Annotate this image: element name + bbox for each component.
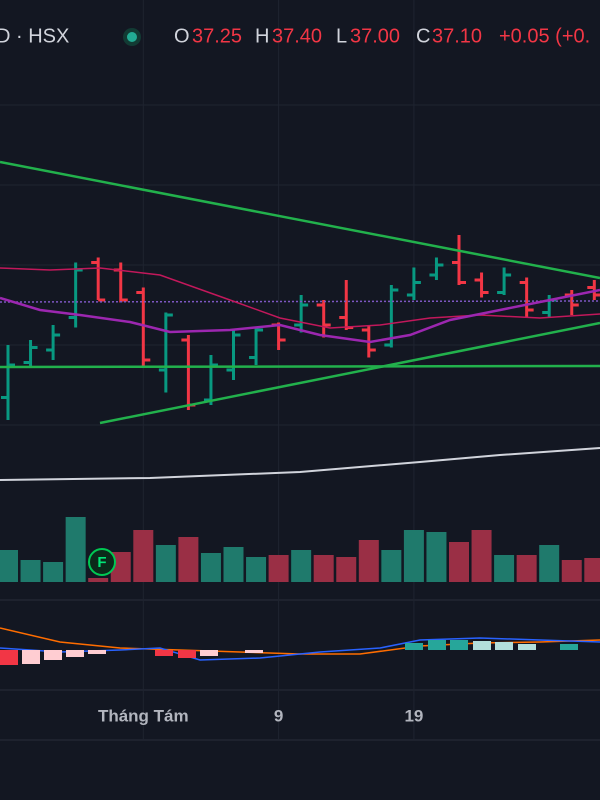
volume-bar (200, 553, 221, 582)
ma-purple (0, 288, 600, 344)
low-label: L (336, 25, 347, 47)
volume-bar (516, 555, 537, 582)
macd-bar (22, 650, 40, 664)
volume-bar (223, 547, 244, 582)
volume-bar (449, 542, 469, 582)
macd-bar (88, 650, 106, 654)
volume-bar (155, 545, 176, 582)
volume-bar (584, 558, 600, 582)
close-value: 37.10 (432, 25, 482, 47)
volume-bar (313, 555, 334, 582)
volume-bar (291, 550, 312, 582)
volume-bar (336, 557, 357, 582)
low-value: 37.00 (350, 25, 400, 47)
volume-bar (20, 560, 41, 582)
macd-bar (495, 642, 513, 650)
volume-bar (178, 537, 199, 582)
macd-bar (0, 650, 18, 665)
marker-label: F (97, 554, 106, 571)
level-line (0, 300, 600, 303)
macd-bar (245, 650, 263, 653)
volume-bar (0, 550, 18, 582)
macd-bar (155, 650, 173, 656)
trendline (0, 160, 600, 280)
volume-bar (471, 530, 492, 582)
macd-bar (473, 641, 491, 650)
high-label: H (255, 25, 269, 47)
volume-bar (494, 555, 515, 582)
volume-bar (133, 530, 154, 582)
open-label: O (174, 25, 190, 47)
macd-bar (66, 650, 84, 657)
trendline (99, 321, 600, 425)
support-line (0, 364, 600, 369)
volume-bar (426, 532, 447, 582)
long-ma (0, 447, 600, 481)
macd-bar (178, 650, 196, 658)
volume-bar (381, 550, 402, 582)
volume-bar (88, 578, 109, 582)
change: +0.05 (+0. (499, 25, 590, 47)
macd-bar (450, 640, 468, 650)
marks (0, 235, 600, 582)
marker-badge (88, 548, 116, 576)
macd-bar (428, 640, 446, 650)
ma-red (0, 267, 600, 329)
x-tick-label: 19 (404, 706, 423, 725)
open-value: 37.25 (192, 25, 242, 47)
volume-bar (561, 560, 582, 582)
macd-bar (200, 650, 218, 656)
macd-histogram (0, 640, 578, 665)
volume-bar (403, 530, 424, 582)
volume-bar (246, 557, 267, 582)
status-dot (127, 32, 137, 42)
macd-bar (405, 643, 423, 650)
symbol: D · HSX (0, 25, 69, 47)
x-tick-label: Tháng Tám (98, 706, 189, 725)
x-tick-label: 9 (274, 706, 283, 725)
macd-bar (518, 644, 536, 650)
macd-line (0, 637, 600, 661)
high-value: 37.40 (272, 25, 322, 47)
volume-bar (65, 517, 86, 582)
close-label: C (416, 25, 430, 47)
volume-bar (539, 545, 560, 582)
volume-bar (358, 540, 379, 582)
macd-bar (44, 650, 62, 660)
grid (0, 104, 600, 426)
macd-bar (560, 644, 578, 650)
volume-bar (268, 555, 289, 582)
volume-bar (43, 562, 64, 582)
